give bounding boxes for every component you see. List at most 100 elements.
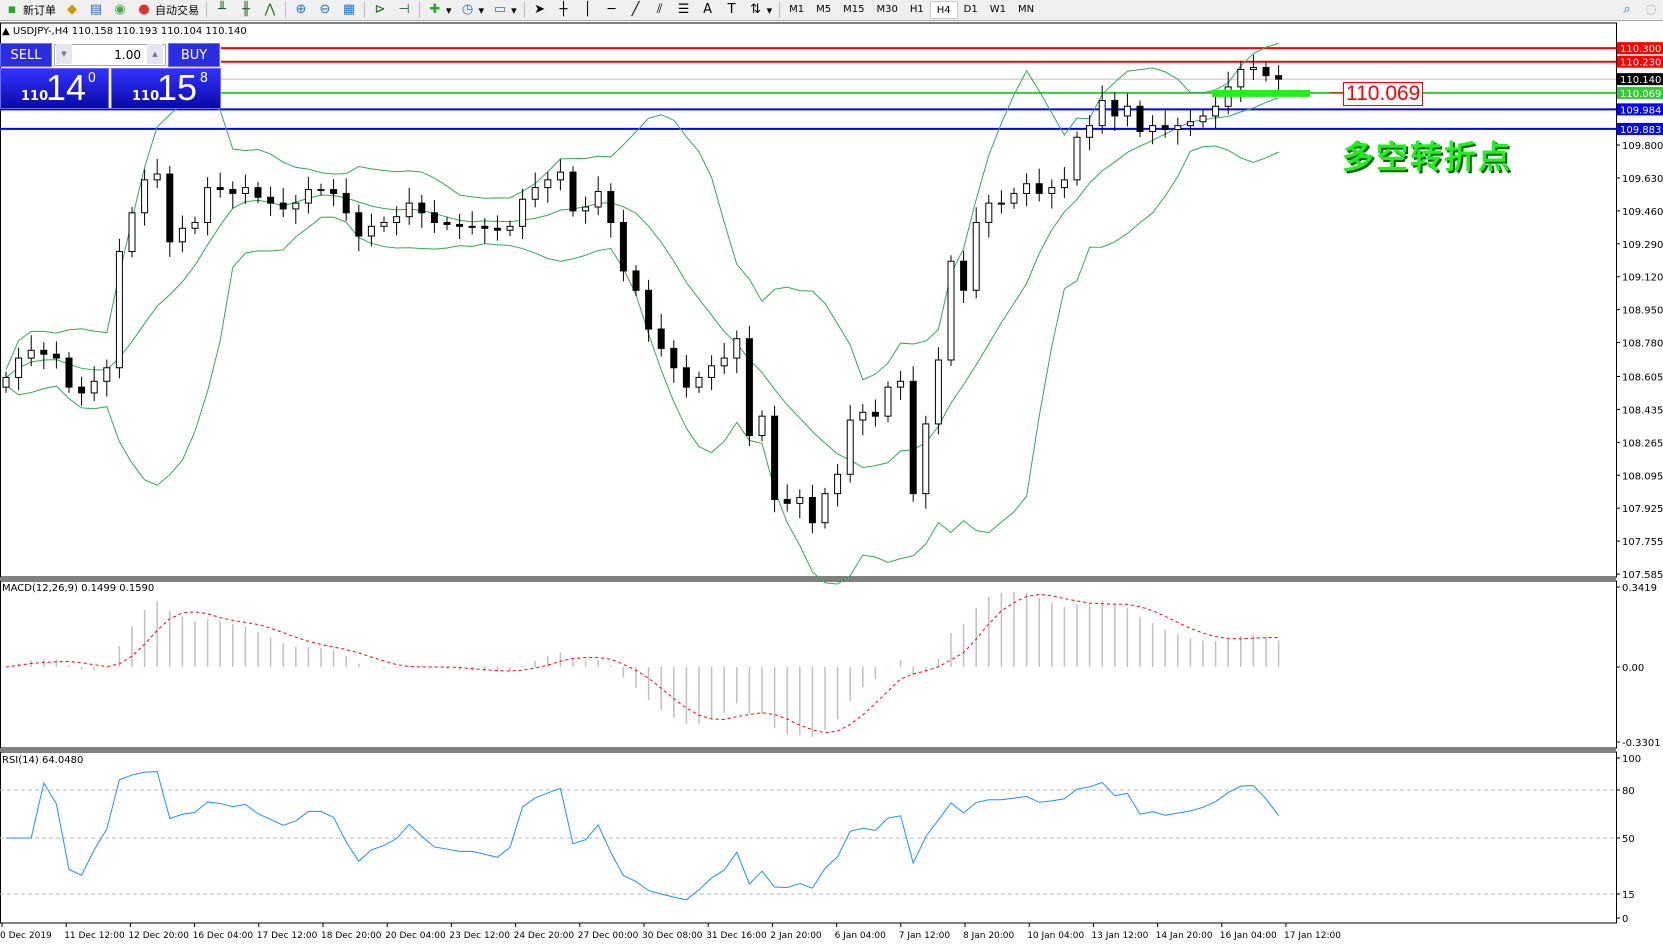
trendline-button[interactable]: ╱ [624,1,648,20]
timeframe-h1[interactable]: H1 [909,4,924,15]
metaeditor-button[interactable]: ◆ [60,1,84,20]
channel-button[interactable]: ⫽ [648,1,672,20]
timeframe-m5[interactable]: M5 [816,4,832,15]
sell-button[interactable]: SELL [0,43,52,67]
dropdown-arrow-icon: ▾ [511,3,517,17]
sell-price[interactable]: 110 14 0 [0,67,109,109]
separator [779,2,781,18]
search-button[interactable]: ⌕ [1615,1,1639,20]
price-level-label: 110.300 [1620,44,1661,55]
horizontal-line-button[interactable]: ─ [600,1,624,20]
zoom-in-icon: ⊕ [295,2,307,17]
signals-button[interactable]: ◉ [108,1,132,20]
time-tick-label: 7 Jan 12:00 [899,931,951,941]
candle-body [267,196,275,204]
candle-body [569,171,577,212]
periods-button[interactable]: ◷ ▾ [456,1,489,20]
candle-body [468,225,476,228]
timeframe-m1[interactable]: M1 [789,4,805,15]
rsi-label: RSI(14) 64.0480 [2,755,83,766]
price-tick-label: 108.950 [1622,306,1663,317]
time-tick-label: 10 Jan 04:00 [1027,931,1084,941]
candle-body [443,221,451,225]
timeframe-h4[interactable]: H4 [929,1,958,19]
indicators-button[interactable]: ✚ ▾ [423,1,456,20]
lot-increase-button[interactable]: ▲ [147,44,163,64]
candle-body [304,189,312,204]
zoom-out-button[interactable]: ⊖ [313,1,337,20]
candle-body [682,367,690,388]
panel-frame-0 [0,22,1617,578]
chart-canvas[interactable]: 109.800 109.630 109.460 109.290 109.120 108.9… [0,22,1663,944]
fibonacci-button[interactable]: ☰ [672,1,696,20]
timeframe-m15[interactable]: M15 [843,4,865,15]
candle-body [997,202,1005,205]
timeframe-m30[interactable]: M30 [876,4,898,15]
candle-body [317,189,325,192]
cursor-button[interactable]: ➤ [528,1,552,20]
candle-body [241,187,249,194]
bar-chart-button[interactable]: ╨ [210,1,234,20]
price-tick-label: 108.605 [1622,372,1663,383]
tile-windows-button[interactable]: ▦ [337,1,361,20]
candlestick-button[interactable]: ╫ [234,1,258,20]
candle-body [1161,125,1169,131]
chart-shift-button[interactable]: ⊣ [392,1,416,20]
price-tick-label: 108.435 [1622,405,1663,416]
time-tick-label: 16 Dec 04:00 [193,931,254,941]
text-label-icon: T [727,2,736,17]
navigator-button[interactable]: ▤ [84,1,108,20]
price-tick-label: 109.630 [1622,174,1663,185]
price-tick-label: 109.120 [1622,273,1663,284]
timeframe-mn[interactable]: MN [1017,4,1035,15]
zoom-in-button[interactable]: ⊕ [289,1,313,20]
text-icon: A [703,2,713,17]
candle-body [1060,179,1068,189]
text-label-button[interactable]: T [720,1,744,20]
lot-size-input[interactable]: 1.00 [54,44,166,66]
candle-body [758,415,766,437]
time-tick-label: 20 Dec 04:00 [385,931,446,941]
candle-body [166,173,174,243]
line-chart-button[interactable]: ⋀ [258,1,282,20]
text-button[interactable]: A [696,1,720,20]
candle-body [481,225,489,229]
candle-body [330,189,338,194]
candle-body [430,212,438,223]
candle-body [1123,105,1131,117]
timeframe-w1[interactable]: W1 [989,4,1006,15]
buy-price[interactable]: 110 15 8 [111,67,221,109]
autoscroll-button[interactable]: ⊳ [368,1,392,20]
time-tick-label: 14 Jan 20:00 [1156,931,1213,941]
vertical-line-button[interactable]: │ [576,1,600,20]
chart-area[interactable]: 109.800 109.630 109.460 109.290 109.120 108.9… [0,22,1663,944]
time-tick-label: 0 Dec 2019 [0,931,52,941]
templates-button[interactable]: ▭ ▾ [488,1,521,20]
candle-body [796,497,804,504]
vertical-line-icon: │ [583,2,592,17]
time-tick-label: 2 Jan 20:00 [770,931,822,941]
candle-body [1023,183,1031,194]
time-tick-label: 12 Dec 20:00 [128,931,189,941]
candle-body [733,338,741,359]
candle-body [922,423,930,495]
arrows-button[interactable]: ⇅ ▾ [744,1,777,20]
buy-button[interactable]: BUY [168,43,220,67]
candle-body [393,216,401,223]
candle-body [418,202,426,214]
rsi-tick-label: 15 [1622,890,1635,901]
candle-body [115,251,123,369]
crosshair-icon: ┼ [559,2,568,17]
time-tick-label: 16 Jan 04:00 [1220,931,1277,941]
rsi-tick-label: 0 [1622,914,1628,925]
candle-body [292,202,300,210]
lot-decrease-button[interactable]: ▼ [56,44,72,64]
timeframe-d1[interactable]: D1 [963,4,978,15]
chat-button[interactable]: ◌ [1639,1,1663,20]
candle-body [1174,125,1182,131]
crosshair-button[interactable]: ┼ [552,1,576,20]
auto-trading-button[interactable]: ● 自动交易 [132,1,203,20]
candle-body [1010,192,1018,204]
price-tick-label: 109.800 [1622,141,1663,152]
new-order-button[interactable]: ▪ 新订单 [0,1,60,20]
